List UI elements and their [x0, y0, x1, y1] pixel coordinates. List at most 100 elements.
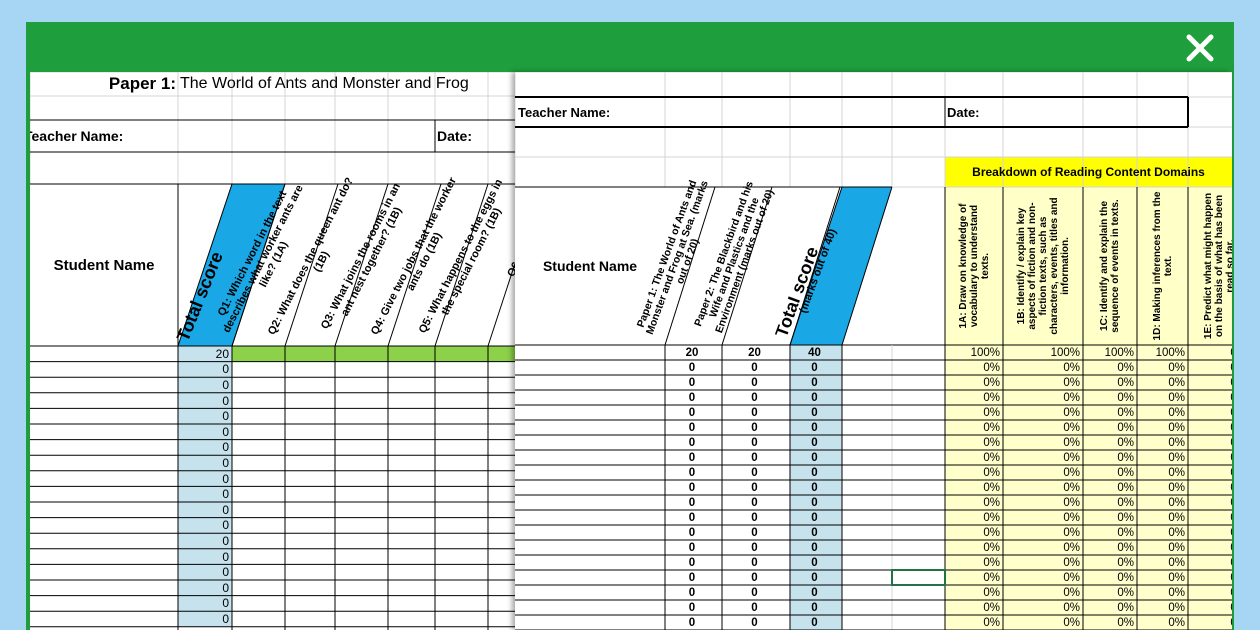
domain-percent: 0% [1063, 391, 1080, 404]
score-value: 0 [751, 496, 758, 509]
cell-border [434, 183, 489, 347]
domain-percent: 0% [1168, 496, 1185, 509]
domain-percent: 0% [1188, 465, 1232, 480]
domain-percent: 0% [1188, 480, 1232, 495]
score-cell [790, 450, 842, 465]
total-score: 0 [222, 580, 229, 595]
score-value: 0 [688, 421, 696, 434]
domain-percent: 0% [983, 406, 1000, 419]
domain-percent: 0% [983, 526, 1000, 539]
domain-percent: 0% [1117, 526, 1134, 539]
score-value: 0 [811, 586, 818, 599]
domain-percent: 0% [1188, 540, 1232, 555]
score-value: 0 [688, 556, 696, 569]
domain-percent: 0% [983, 481, 1000, 494]
total-score: 0 [222, 471, 229, 486]
domain-percent: 0% [983, 601, 1000, 614]
domain-percent: 0% [1168, 616, 1185, 629]
score-value: 0 [688, 541, 696, 554]
domain-cell [945, 405, 1232, 420]
domain-cell [945, 525, 1232, 540]
score-cell [178, 502, 232, 518]
domain-percent: 0% [983, 511, 1000, 524]
domain-percent: 0% [1063, 526, 1080, 539]
total-score: 0 [222, 549, 229, 564]
score-cell [178, 346, 232, 362]
score-value: 0 [751, 481, 758, 494]
score-value: 0 [811, 436, 818, 449]
domain-header-bg [945, 187, 1232, 345]
domain-percent: 0% [1063, 406, 1080, 419]
domain-cell [945, 585, 1232, 600]
score-value: 20 [685, 346, 699, 359]
score-value: 0 [688, 526, 696, 539]
domain-percent: 0% [1168, 541, 1185, 554]
teacher-label: Teacher Name: [30, 128, 124, 144]
domain-percent: 0% [1117, 421, 1134, 434]
score-cell [178, 361, 232, 378]
score-cell [790, 525, 842, 540]
score-value: 0 [688, 511, 696, 524]
domain-percent: 100% [1050, 346, 1080, 359]
score-cell [790, 390, 842, 405]
domain-percent: 100% [1104, 346, 1134, 359]
score-value: 0 [688, 436, 696, 449]
close-button[interactable] [1184, 32, 1216, 64]
score-value: 0 [751, 376, 758, 389]
domain-percent: 0% [983, 391, 1000, 404]
domain-percent: 0% [1168, 436, 1185, 449]
domain-cell [945, 570, 1232, 585]
domain-percent: 0% [983, 616, 1000, 629]
domain-percent: 0% [1063, 466, 1080, 479]
domain-percent: 0% [1063, 361, 1080, 374]
domain-percent: 0% [1117, 436, 1134, 449]
total-score: 0 [222, 393, 229, 408]
domain-percent: 0% [1063, 481, 1080, 494]
date-label: Date: [947, 104, 980, 120]
score-value: 0 [751, 571, 758, 584]
score-value: 0 [811, 601, 818, 614]
score-value: 0 [688, 406, 696, 419]
domain-header: 1C: Identify and explain the sequence of… [1099, 199, 1121, 333]
score-value: 0 [751, 436, 758, 449]
score-cell [178, 439, 232, 456]
domain-percent: 0% [1188, 510, 1232, 525]
domain-cell [945, 360, 1232, 375]
score-cell [178, 548, 232, 565]
domain-percent: 0% [1168, 601, 1185, 614]
score-value: 0 [751, 391, 758, 404]
domain-percent: 0% [1188, 450, 1232, 465]
total-score: 0 [222, 518, 229, 533]
score-cell [178, 517, 232, 534]
domain-percent: 0% [1117, 511, 1134, 524]
score-cell [790, 615, 842, 630]
domain-percent: 0% [1168, 391, 1185, 404]
score-value: 0 [811, 421, 818, 434]
score-cell [178, 392, 232, 409]
domain-percent: 100% [1155, 346, 1185, 359]
domain-cell [945, 600, 1232, 615]
domain-header: 1D: Making inferences from the text. [1151, 191, 1174, 341]
score-value: 0 [811, 616, 818, 629]
domain-percent: 100% [970, 346, 1000, 359]
domain-percent: 0% [1188, 525, 1232, 540]
score-value: 0 [811, 406, 818, 419]
score-cell [790, 570, 842, 585]
domain-percent: 0% [983, 556, 1000, 569]
domain-percent: 0% [1168, 451, 1185, 464]
domain-cell [945, 435, 1232, 450]
score-cell [790, 345, 842, 360]
domain-header: 1B: Identify / explain key aspects of fi… [1015, 197, 1071, 335]
score-cell [178, 470, 232, 487]
domain-percent: 0% [1063, 496, 1080, 509]
score-value: 0 [751, 421, 758, 434]
grid [30, 72, 515, 630]
score-cell [178, 408, 232, 424]
total-score: 20 [215, 346, 229, 361]
domain-percent: 0% [983, 436, 1000, 449]
domain-percent: 0% [1168, 481, 1185, 494]
domain-cell [945, 540, 1232, 555]
domain-percent: 0% [1117, 541, 1134, 554]
score-cell [178, 424, 232, 440]
domain-percent: 0% [1188, 390, 1232, 405]
